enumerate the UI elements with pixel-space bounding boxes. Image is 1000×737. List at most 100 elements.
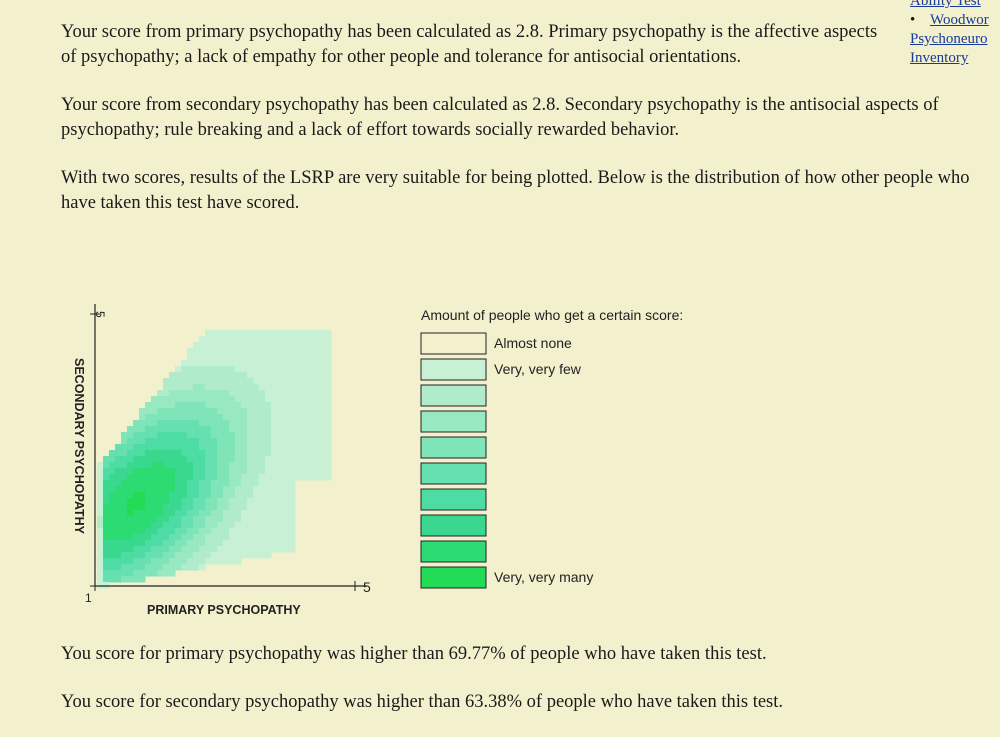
heatmap-cell [145, 558, 152, 565]
heatmap-cell [241, 360, 248, 367]
heatmap-cell [211, 372, 218, 379]
heatmap-cell [163, 504, 170, 511]
heatmap-cell [103, 456, 110, 463]
heatmap-cell [217, 516, 224, 523]
link-woodworth-part3[interactable]: Inventory [910, 50, 969, 66]
heatmap-cell [139, 504, 146, 511]
heatmap-cell [157, 570, 164, 577]
heatmap-cell [289, 426, 296, 433]
heatmap-cell [253, 426, 260, 433]
heatmap-cell [283, 480, 290, 487]
heatmap-cell [241, 450, 248, 457]
heatmap-cell [259, 510, 266, 517]
heatmap-cell [133, 534, 140, 541]
heatmap-cell [205, 516, 212, 523]
heatmap-cell [259, 522, 266, 529]
heatmap-cell [295, 366, 302, 373]
heatmap-cell [133, 552, 140, 559]
heatmap-cell [271, 504, 278, 511]
heatmap-cell [151, 522, 158, 529]
heatmap-cell [247, 348, 254, 355]
heatmap-cell [103, 552, 110, 559]
heatmap-cell [235, 384, 242, 391]
link-woodworth-part1[interactable]: Woodwor [930, 12, 989, 28]
heatmap-cell [265, 360, 272, 367]
heatmap-cell [103, 516, 110, 523]
heatmap-cell [163, 492, 170, 499]
heatmap-cell [241, 462, 248, 469]
heatmap-cell [235, 546, 242, 553]
legend-swatch [420, 514, 487, 537]
heatmap-cell [265, 330, 272, 337]
heatmap-cell [151, 558, 158, 565]
heatmap-cell [289, 384, 296, 391]
heatmap-cell [223, 456, 230, 463]
heatmap-cell [169, 510, 176, 517]
heatmap-cell [217, 468, 224, 475]
heatmap-cell [289, 456, 296, 463]
heatmap-cell [211, 402, 218, 409]
heatmap-cell [265, 420, 272, 427]
heatmap-cell [163, 408, 170, 415]
legend-swatch [420, 358, 487, 381]
heatmap-cell [247, 444, 254, 451]
heatmap-cell [229, 498, 236, 505]
heatmap-cell [235, 528, 242, 535]
heatmap-cell [307, 432, 314, 439]
heatmap-cell [241, 444, 248, 451]
heatmap-cell [187, 492, 194, 499]
heatmap-cell [271, 486, 278, 493]
heatmap-cell [175, 534, 182, 541]
heatmap-cell [229, 456, 236, 463]
heatmap-cell [133, 510, 140, 517]
heatmap-cell [163, 426, 170, 433]
heatmap-cell [301, 396, 308, 403]
heatmap-cell [271, 516, 278, 523]
heatmap-cell [211, 390, 218, 397]
heatmap-cell [253, 450, 260, 457]
heatmap-cell [247, 528, 254, 535]
heatmap-cell [277, 432, 284, 439]
heatmap-cell [175, 438, 182, 445]
heatmap-cell [205, 504, 212, 511]
heatmap-cell [313, 456, 320, 463]
heatmap-cell [325, 408, 332, 415]
heatmap-cell [175, 504, 182, 511]
heatmap-cell [283, 408, 290, 415]
heatmap-cell [253, 498, 260, 505]
link-woodworth-part2[interactable]: Psychoneuro [910, 31, 988, 47]
heatmap-cell [181, 366, 188, 373]
heatmap-cell [169, 474, 176, 481]
heatmap-cell [139, 414, 146, 421]
heatmap-cell [163, 438, 170, 445]
heatmap-cell [229, 384, 236, 391]
heatmap-cell [283, 402, 290, 409]
heatmap-cell [163, 378, 170, 385]
heatmap-cell [211, 498, 218, 505]
heatmap-cell [205, 342, 212, 349]
heatmap-cell [199, 504, 206, 511]
heatmap-cell [109, 486, 116, 493]
heatmap-cell [127, 486, 134, 493]
heatmap-cell [181, 528, 188, 535]
heatmap-cell [235, 462, 242, 469]
heatmap-cell [127, 456, 134, 463]
heatmap-cell [169, 456, 176, 463]
heatmap-cell [121, 498, 128, 505]
heatmap-cell [175, 426, 182, 433]
heatmap-cell [229, 438, 236, 445]
heatmap-cell [109, 474, 116, 481]
heatmap-cell [283, 468, 290, 475]
heatmap-cell [121, 552, 128, 559]
heatmap-cell [193, 396, 200, 403]
heatmap-cell [193, 342, 200, 349]
link-ability-test[interactable]: Ability Test [910, 0, 981, 9]
heatmap-cell [145, 480, 152, 487]
heatmap-cell [199, 348, 206, 355]
heatmap-cell [97, 582, 104, 589]
heatmap-cell [235, 414, 242, 421]
legend-swatch [420, 410, 487, 433]
heatmap-cell [277, 390, 284, 397]
heatmap-cell [289, 450, 296, 457]
heatmap-cell [181, 402, 188, 409]
